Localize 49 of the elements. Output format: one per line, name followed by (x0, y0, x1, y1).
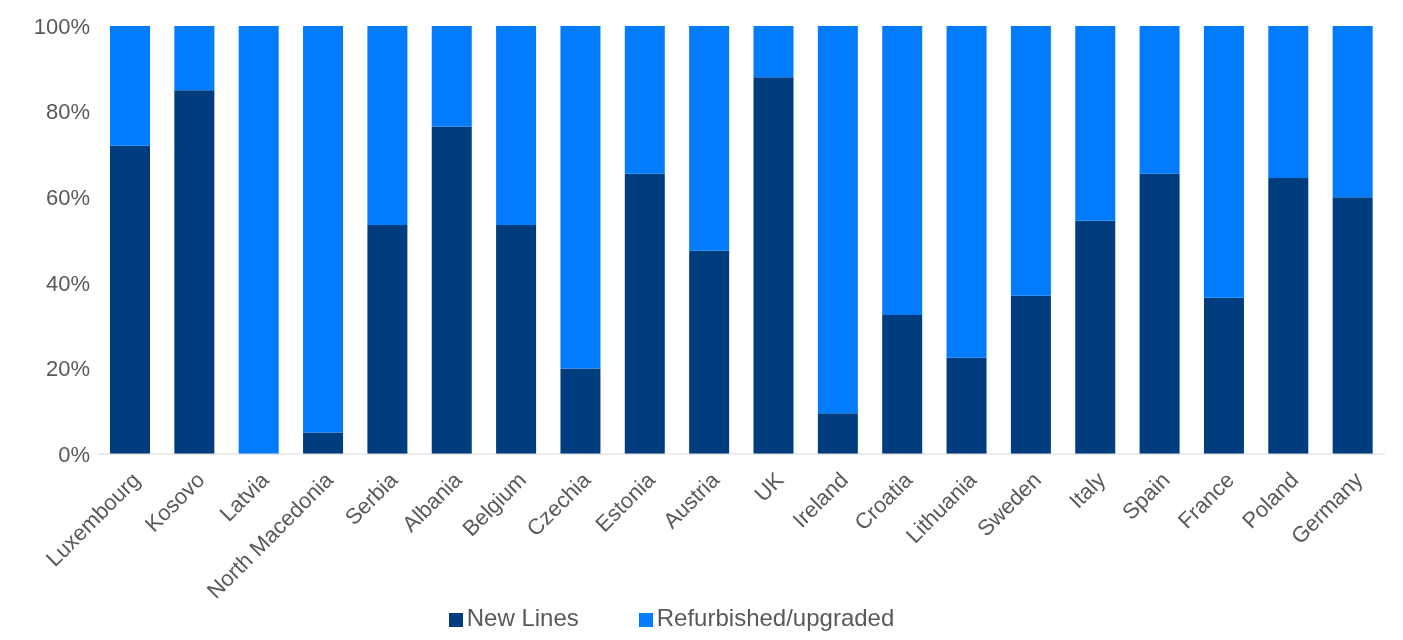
bar (1139, 26, 1180, 174)
bar (817, 413, 858, 454)
x-tick-label: Italy (1064, 467, 1111, 514)
bar (367, 26, 408, 226)
bar (753, 26, 794, 78)
y-tick-label: 60% (45, 185, 90, 211)
bar (303, 26, 344, 433)
y-tick-label: 80% (45, 99, 90, 125)
bar (496, 26, 537, 226)
bar (1332, 197, 1373, 454)
bar (110, 26, 150, 146)
bar (1075, 220, 1116, 454)
y-tick-label: 20% (45, 356, 90, 382)
bar (1332, 26, 1373, 198)
bar (560, 26, 601, 369)
y-tick-label: 40% (45, 270, 90, 296)
bar (882, 314, 923, 454)
bar (817, 26, 858, 414)
bar (1203, 297, 1244, 454)
bar (303, 432, 344, 454)
bar (624, 173, 665, 454)
x-tick-label: UK (749, 466, 789, 507)
bar (431, 26, 472, 127)
bar (689, 250, 730, 454)
bar (624, 26, 665, 174)
bar (496, 225, 537, 454)
bar (367, 225, 408, 454)
bar (1075, 26, 1116, 221)
bar (174, 26, 215, 91)
bar (238, 26, 279, 454)
legend-label: Refurbished/upgraded (656, 604, 895, 631)
bar (689, 26, 730, 251)
bar (753, 77, 794, 454)
y-tick-label: 100% (33, 13, 90, 39)
bar (1268, 177, 1309, 454)
bar (431, 126, 472, 454)
bar (882, 26, 923, 315)
bar (1010, 295, 1051, 454)
legend-label: New Lines (466, 604, 579, 631)
bar (174, 90, 215, 454)
bar (946, 26, 987, 358)
bar (1139, 173, 1180, 454)
bar (110, 145, 150, 454)
bar (560, 368, 601, 454)
bar (1268, 26, 1309, 178)
bar (946, 357, 987, 454)
bar (1203, 26, 1244, 298)
y-tick-label: 0% (58, 441, 90, 467)
bar (1010, 26, 1051, 296)
